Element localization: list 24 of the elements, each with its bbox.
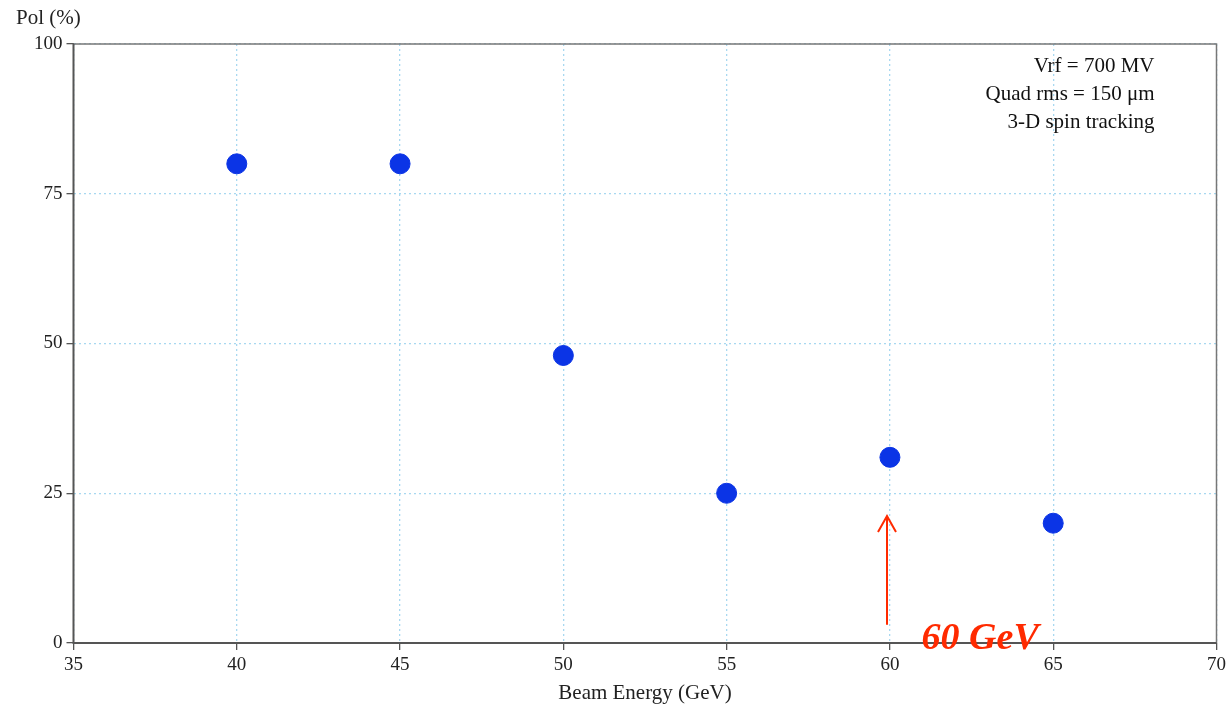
x-tick-label: 45	[390, 653, 410, 675]
x-tick-label: 70	[1207, 653, 1226, 675]
x-tick-label: 65	[1043, 653, 1063, 675]
x-tick-label: 60	[880, 653, 900, 675]
y-tick-label: 0	[53, 630, 63, 652]
x-tick-label: 40	[227, 653, 247, 675]
y-axis-title: Pol (%)	[16, 5, 81, 30]
annotation: Vrf = 700 MV	[1033, 53, 1155, 78]
y-tick-label: 50	[43, 331, 63, 353]
x-axis-title: Beam Energy (GeV)	[558, 679, 732, 704]
y-tick-label: 25	[43, 481, 63, 503]
point	[879, 446, 901, 468]
x-tick-label: 50	[553, 653, 573, 675]
point	[552, 344, 574, 366]
x-tick-label: 55	[717, 653, 737, 675]
point	[389, 153, 411, 175]
point	[1042, 512, 1064, 534]
y-tick-label: 100	[34, 31, 63, 53]
x-tick-label: 35	[64, 653, 83, 675]
y-tick-label: 75	[43, 181, 63, 203]
point	[226, 153, 248, 175]
annotation: 3-D spin tracking	[1007, 109, 1155, 134]
point	[716, 482, 738, 504]
annotation: Quad rms = 150 μm	[985, 81, 1155, 106]
